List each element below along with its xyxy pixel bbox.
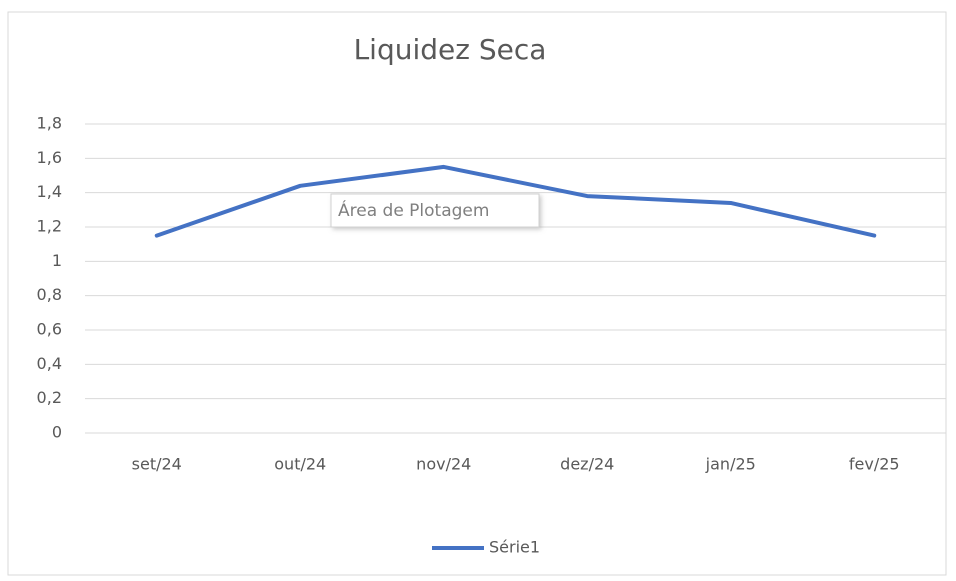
x-tick-label: jan/25 <box>705 455 756 474</box>
chart-title: Liquidez Seca <box>354 33 547 66</box>
x-tick-label: nov/24 <box>416 455 471 474</box>
tooltip: Área de Plotagem <box>338 199 489 221</box>
x-tick-label: fev/25 <box>849 455 900 474</box>
y-tick-label: 0,2 <box>37 388 62 407</box>
chart-border <box>7 11 947 576</box>
y-tick-label: 0,4 <box>37 354 62 373</box>
y-tick-label: 1,6 <box>37 148 62 167</box>
x-tick-label: dez/24 <box>560 455 614 474</box>
legend-label: Série1 <box>489 538 540 557</box>
x-tick-label: out/24 <box>274 455 326 474</box>
y-tick-label: 1 <box>52 251 62 270</box>
y-tick-label: 0,6 <box>37 320 62 339</box>
y-tick-label: 0,8 <box>37 285 62 304</box>
y-tick-label: 1,2 <box>37 217 62 236</box>
y-tick-label: 0 <box>52 423 62 442</box>
y-tick-label: 1,8 <box>37 114 62 133</box>
tooltip-box <box>330 193 540 228</box>
y-tick-label: 1,4 <box>37 182 62 201</box>
line-series <box>154 164 877 238</box>
x-tick-label: set/24 <box>132 455 182 474</box>
